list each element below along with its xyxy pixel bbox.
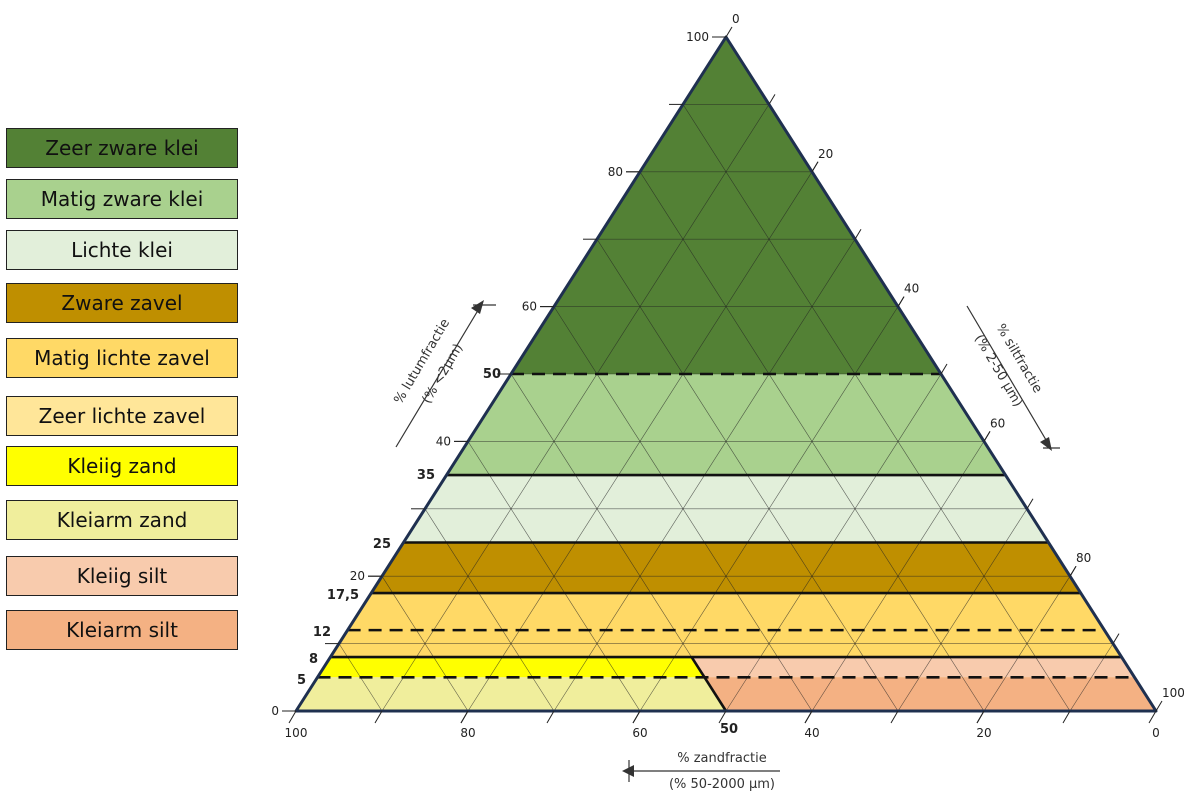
bottom-tick-label-60: 60	[632, 726, 647, 740]
bottom-axis-arrowhead	[622, 765, 634, 777]
tick-right-major-60	[983, 431, 991, 442]
axis-ticks: 0 20 40 60 80 100 0 20 40 60 80 100 100 80 60 40 20 0	[271, 12, 1184, 740]
legend-item-zware-zavel: Zware zavel	[6, 283, 238, 323]
right-tick-label-0: 0	[732, 12, 740, 26]
silt-sand-split-label: 50	[720, 722, 738, 737]
bottom-tick-label-100: 100	[285, 726, 308, 740]
right-axis-arrow	[966, 305, 1050, 446]
right-tick-label-40: 40	[904, 282, 919, 296]
boundary-label-12: 12	[313, 625, 331, 640]
zone-sand-5-8	[317, 657, 705, 678]
left-tick-label-0: 0	[271, 704, 279, 718]
tick-bottom-90	[1062, 710, 1071, 724]
boundary-lines	[317, 372, 1135, 712]
band-clay-8-17.5	[330, 593, 1122, 658]
bottom-tick-label-40: 40	[804, 726, 819, 740]
boundary-label-25: 25	[373, 537, 391, 552]
tick-bottom-70	[890, 710, 899, 724]
tick-right-30	[1026, 498, 1034, 510]
tick-right-major-80	[1069, 565, 1077, 577]
classification-bands	[296, 37, 1156, 711]
grid-line-sand-80	[381, 576, 469, 712]
legend-item-kleiarm-zand: Kleiarm zand	[6, 500, 238, 540]
left-tick-label-100: 100	[686, 30, 709, 44]
legend-item-kleiig-silt: Kleiig silt	[6, 556, 238, 596]
silt-sand-split-line	[690, 656, 728, 712]
right-tick-label-20: 20	[818, 147, 833, 161]
tick-right-major-40	[897, 296, 905, 307]
legend-item-zeer-zware-klei: Zeer zware klei	[6, 128, 238, 168]
grid-line-silt-90	[1069, 643, 1114, 712]
tick-bottom-10	[374, 710, 383, 724]
bottom-tick-label-80: 80	[460, 726, 475, 740]
tick-right-90	[768, 94, 776, 105]
tick-bottom-major-60	[632, 710, 641, 724]
boundary-label-8: 8	[309, 652, 318, 667]
grid-line-sand-10	[682, 104, 1071, 712]
bottom-axis-title: % zandfractie	[677, 751, 767, 766]
left-tick-label-80: 80	[608, 165, 623, 179]
tick-right-major-100	[1155, 700, 1163, 712]
left-tick-label-20: 20	[350, 569, 365, 583]
tick-right-10	[1112, 633, 1120, 644]
tick-bottom-major-0	[1148, 710, 1157, 724]
tick-right-major-20	[811, 161, 819, 173]
legend-item-lichte-klei: Lichte klei	[6, 230, 238, 270]
right-axis-title: % siltfractie (% 2-50 µm)	[971, 322, 1045, 410]
tick-bottom-major-80	[460, 710, 469, 724]
boundary-label-35: 35	[417, 468, 435, 483]
tick-bottom-major-40	[804, 710, 813, 724]
bottom-axis-subtitle: (% 50-2000 µm)	[669, 777, 775, 792]
tick-bottom-major-100	[288, 710, 297, 724]
boundary-label-5: 5	[297, 673, 306, 688]
tick-right-major-0	[725, 26, 733, 38]
grid-line-sand-60	[467, 441, 641, 712]
grid-line-silt-10	[381, 104, 770, 712]
boundary-label-17-5: 17,5	[327, 588, 359, 603]
legend-item-matig-lichte-zavel: Matig lichte zavel	[6, 338, 238, 378]
tick-right-50	[940, 363, 948, 375]
band-clay-50-100	[511, 37, 941, 374]
legend-item-kleiig-zand: Kleiig zand	[6, 446, 238, 486]
right-tick-label-100: 100	[1162, 686, 1184, 700]
legend-item-matig-zware-klei: Matig zware klei	[6, 179, 238, 219]
zone-silt-5-8	[691, 657, 1135, 678]
grid-line-silt-60	[811, 441, 985, 712]
band-clay-17.5-25	[371, 542, 1081, 593]
tick-bottom-major-20	[976, 710, 985, 724]
zone-sand-0-5	[296, 677, 726, 711]
band-clay-35-50	[446, 374, 1006, 476]
left-axis-arrowhead	[471, 300, 484, 314]
right-axis-arrowhead	[1040, 437, 1052, 451]
bottom-tick-label-0: 0	[1152, 726, 1160, 740]
tick-bottom-30	[546, 710, 555, 724]
right-tick-label-60: 60	[990, 416, 1005, 430]
left-axis-arrow	[395, 306, 481, 448]
right-tick-label-80: 80	[1076, 551, 1091, 565]
grid-line-silt-80	[983, 576, 1071, 712]
legend-item-kleiarm-silt: Kleiarm silt	[6, 610, 238, 650]
left-tick-label-60: 60	[522, 300, 537, 314]
left-axis-title: % lutumfractie (% <2µm)	[391, 316, 466, 406]
legend-item-zeer-lichte-zavel: Zeer lichte zavel	[6, 396, 238, 436]
left-tick-label-40: 40	[436, 434, 451, 448]
bottom-tick-label-20: 20	[976, 726, 991, 740]
tick-right-70	[854, 228, 862, 240]
boundary-label-50: 50	[483, 367, 501, 382]
tick-bottom-50	[718, 710, 727, 724]
